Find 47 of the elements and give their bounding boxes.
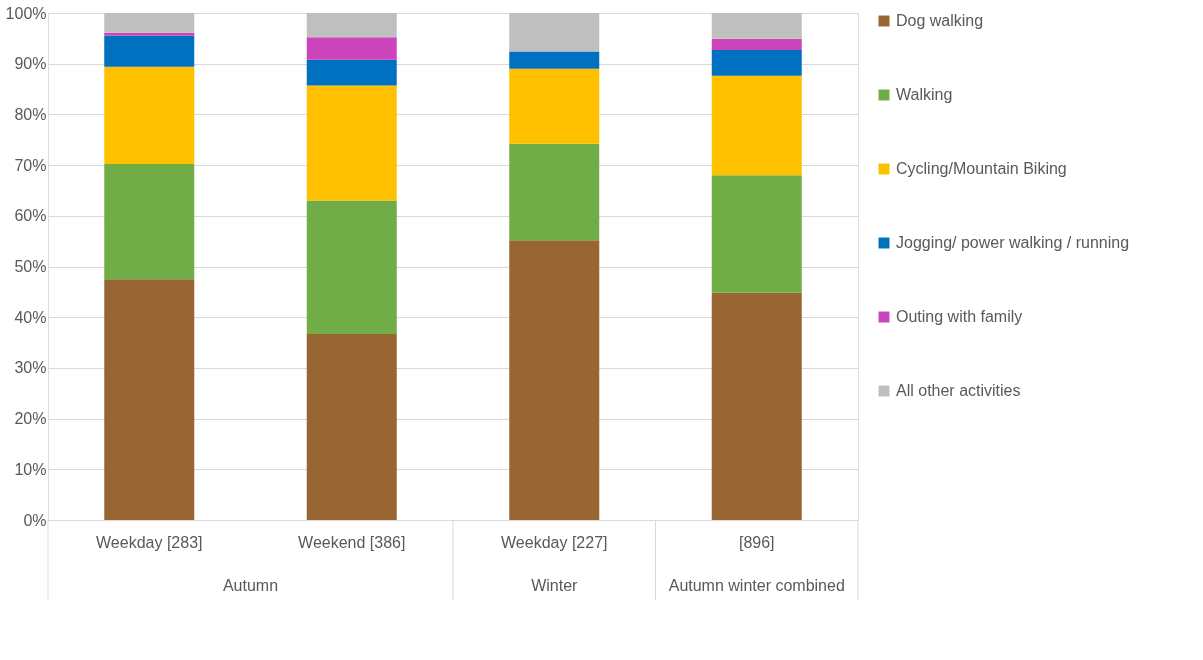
y-tick-label: 40% [14,308,47,326]
bar [711,75,802,176]
text: Autumn winter combined [668,577,845,594]
bar [306,333,397,520]
bar [711,50,802,76]
y-tick-label: 0% [23,511,47,529]
y-tick-label: 10% [14,460,47,478]
x-tick-label: Weekday [227] [501,533,608,551]
bar [509,143,600,241]
legend-label: Jogging/ power walking / running [896,234,1130,251]
bar [104,35,195,67]
y-tick-label: 80% [14,105,47,123]
bar [104,13,195,33]
y-tick-label: 70% [14,156,47,174]
legend-label: Walking [896,86,953,103]
y-tick-label: 100% [5,4,47,22]
x-tick-label: Weekend [386] [298,533,406,551]
bar [306,13,397,38]
x-tick-label: Weekday [283] [96,533,203,551]
y-tick-label: 30% [14,359,47,377]
bar [104,66,195,165]
bar [104,164,195,280]
bar [509,68,600,144]
bar [711,175,802,293]
bar [711,13,802,39]
bar [306,59,397,86]
y-tick-label: 20% [14,410,47,428]
bar [104,32,195,36]
bar [509,240,600,520]
x-tick-label: [896] [738,533,775,551]
bar [509,51,600,69]
legend-label: Cycling/Mountain Biking [896,160,1067,177]
bar [711,38,802,51]
bar [104,279,195,520]
bar [509,13,600,52]
bar [306,37,397,60]
bar [306,85,397,201]
text: Autumn [222,577,279,594]
text: Winter [531,577,579,594]
bar [306,200,397,334]
y-tick-label: 60% [14,207,47,225]
y-tick-label: 50% [14,258,47,275]
legend-label: Outing with family [896,308,1023,325]
legend-label: Dog walking [896,12,984,29]
legend-label: All other activities [896,382,1021,399]
y-tick-label: 90% [14,55,47,73]
bar [711,292,802,520]
